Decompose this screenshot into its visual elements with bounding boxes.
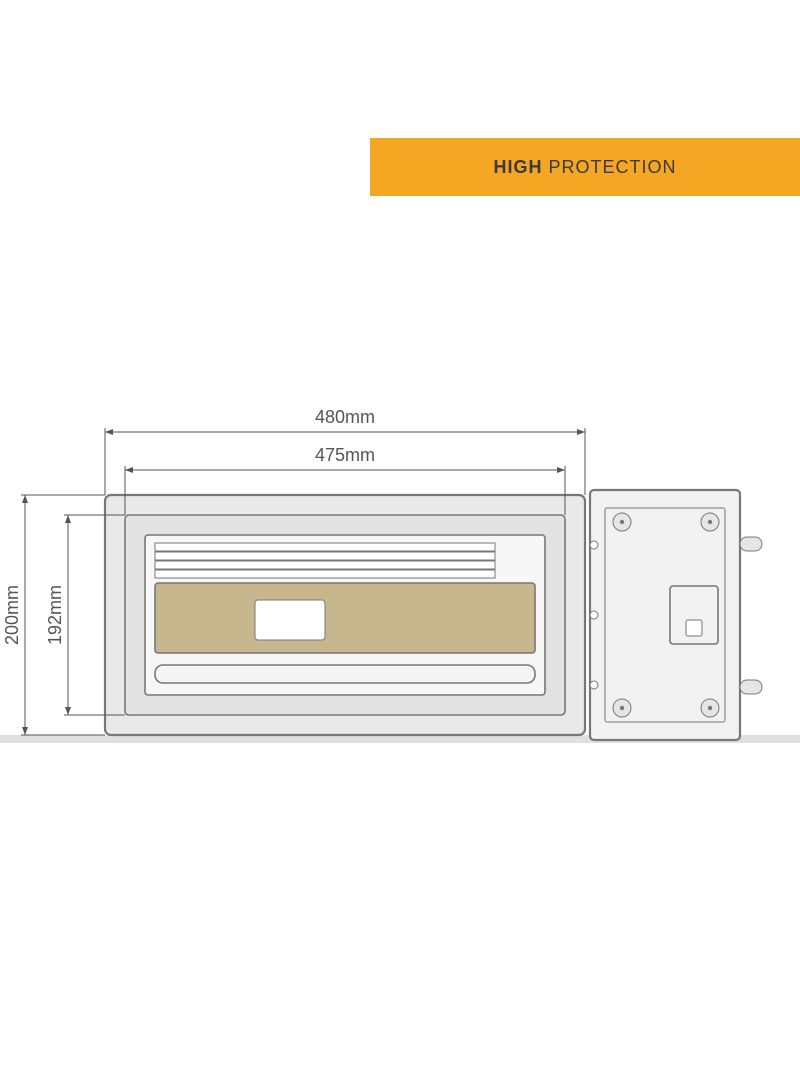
dimension-width-outer-label: 480mm <box>315 407 375 427</box>
bolt-center <box>708 706 712 710</box>
paper-sheet <box>155 552 495 560</box>
hinge-icon <box>590 541 598 549</box>
bolt-center <box>708 520 712 524</box>
paper-sheet <box>155 570 495 578</box>
dimension-height-inner-label: 192mm <box>45 585 65 645</box>
safe-door-panel-hole <box>686 620 702 636</box>
paper-sheet <box>155 543 495 551</box>
dimension-height-outer-label: 200mm <box>2 585 22 645</box>
door-lock-pins <box>740 537 762 694</box>
laptop <box>155 665 535 683</box>
lock-pin <box>740 680 762 694</box>
hinge-icon <box>590 681 598 689</box>
bolt-center <box>620 706 624 710</box>
bolt-center <box>620 520 624 524</box>
papers-stack <box>155 543 495 578</box>
paper-sheet <box>155 561 495 569</box>
storage-box-label <box>255 600 325 640</box>
hinge-icon <box>590 611 598 619</box>
safe-dimension-diagram: 480mm 475mm 200mm 192mm <box>0 0 800 1090</box>
lock-pin <box>740 537 762 551</box>
dimension-width-inner-label: 475mm <box>315 445 375 465</box>
storage-box <box>155 583 535 653</box>
